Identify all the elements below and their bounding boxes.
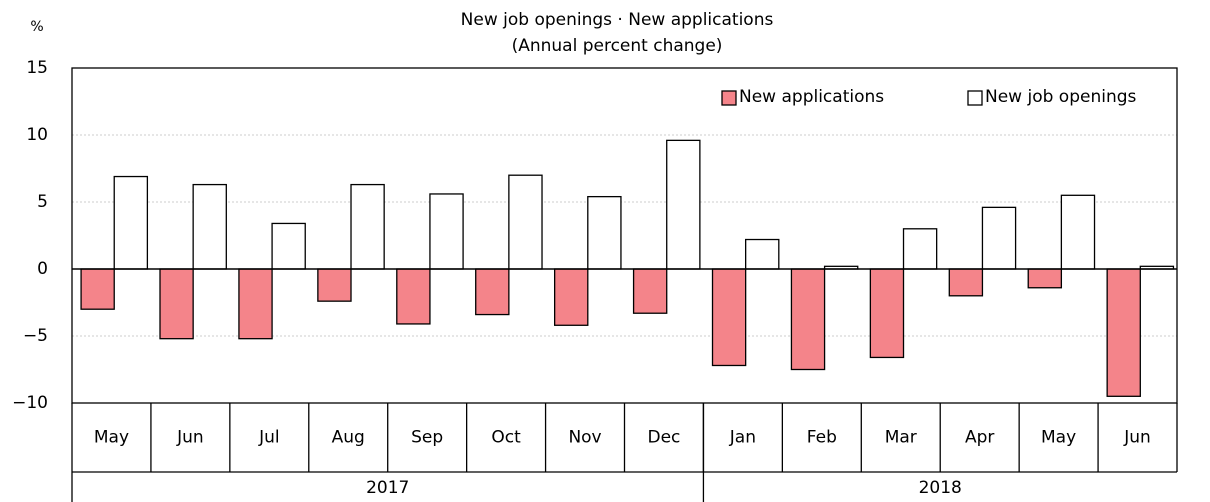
bar: [553, 268, 589, 326]
bar: [508, 174, 543, 270]
bar: [429, 193, 464, 270]
bar: [902, 228, 938, 270]
legend-label: New job openings: [985, 87, 1137, 107]
x-tick-label: Mar: [885, 428, 917, 448]
legend-swatch: [967, 90, 983, 106]
x-tick-label: Nov: [568, 428, 601, 448]
bar: [790, 268, 826, 371]
x-tick-label: Aug: [332, 428, 365, 448]
y-tick-label: 0: [37, 259, 48, 279]
x-tick-label: Jul: [258, 428, 280, 448]
bar: [1106, 268, 1141, 397]
bar: [666, 139, 701, 270]
bar: [1027, 268, 1063, 289]
bar: [1060, 194, 1096, 270]
bar: [350, 183, 385, 270]
bar: [745, 238, 780, 270]
bar: [317, 268, 352, 302]
y-tick-label: 5: [37, 192, 48, 212]
bar: [80, 268, 115, 310]
y-tick-label: −10: [12, 393, 48, 413]
bar: [113, 175, 149, 270]
bar: [632, 268, 668, 314]
bar: [869, 268, 905, 359]
x-tick-label: Jun: [176, 428, 204, 448]
bar: [475, 268, 510, 316]
legend-swatch: [721, 90, 737, 106]
x-tick-label: May: [1041, 428, 1076, 448]
legend-label: New applications: [739, 87, 884, 107]
y-tick-label: 15: [26, 58, 48, 78]
group-label: 2017: [366, 478, 409, 498]
bar: [948, 268, 984, 297]
y-tick-label: −5: [23, 326, 48, 346]
x-tick-label: Dec: [648, 428, 681, 448]
bar: [981, 206, 1017, 270]
x-tick-label: May: [94, 428, 129, 448]
x-tick-label: Oct: [491, 428, 521, 448]
bar: [396, 268, 431, 325]
bar: [271, 222, 306, 270]
bar: [238, 268, 273, 340]
bar: [159, 268, 194, 340]
x-tick-label: Apr: [965, 428, 994, 448]
bar: [192, 183, 227, 270]
bar: [587, 195, 622, 270]
x-tick-label: Feb: [807, 428, 837, 448]
chart-subtitle: (Annual percent change): [512, 36, 723, 56]
bar: [711, 268, 747, 367]
x-tick-label: Jun: [1123, 428, 1151, 448]
x-tick-label: Sep: [411, 428, 443, 448]
y-unit: %: [30, 19, 43, 35]
x-tick-label: Jan: [729, 428, 756, 448]
y-tick-label: 10: [26, 125, 48, 145]
group-label: 2018: [919, 478, 962, 498]
chart-title: New job openings · New applications: [461, 10, 774, 30]
